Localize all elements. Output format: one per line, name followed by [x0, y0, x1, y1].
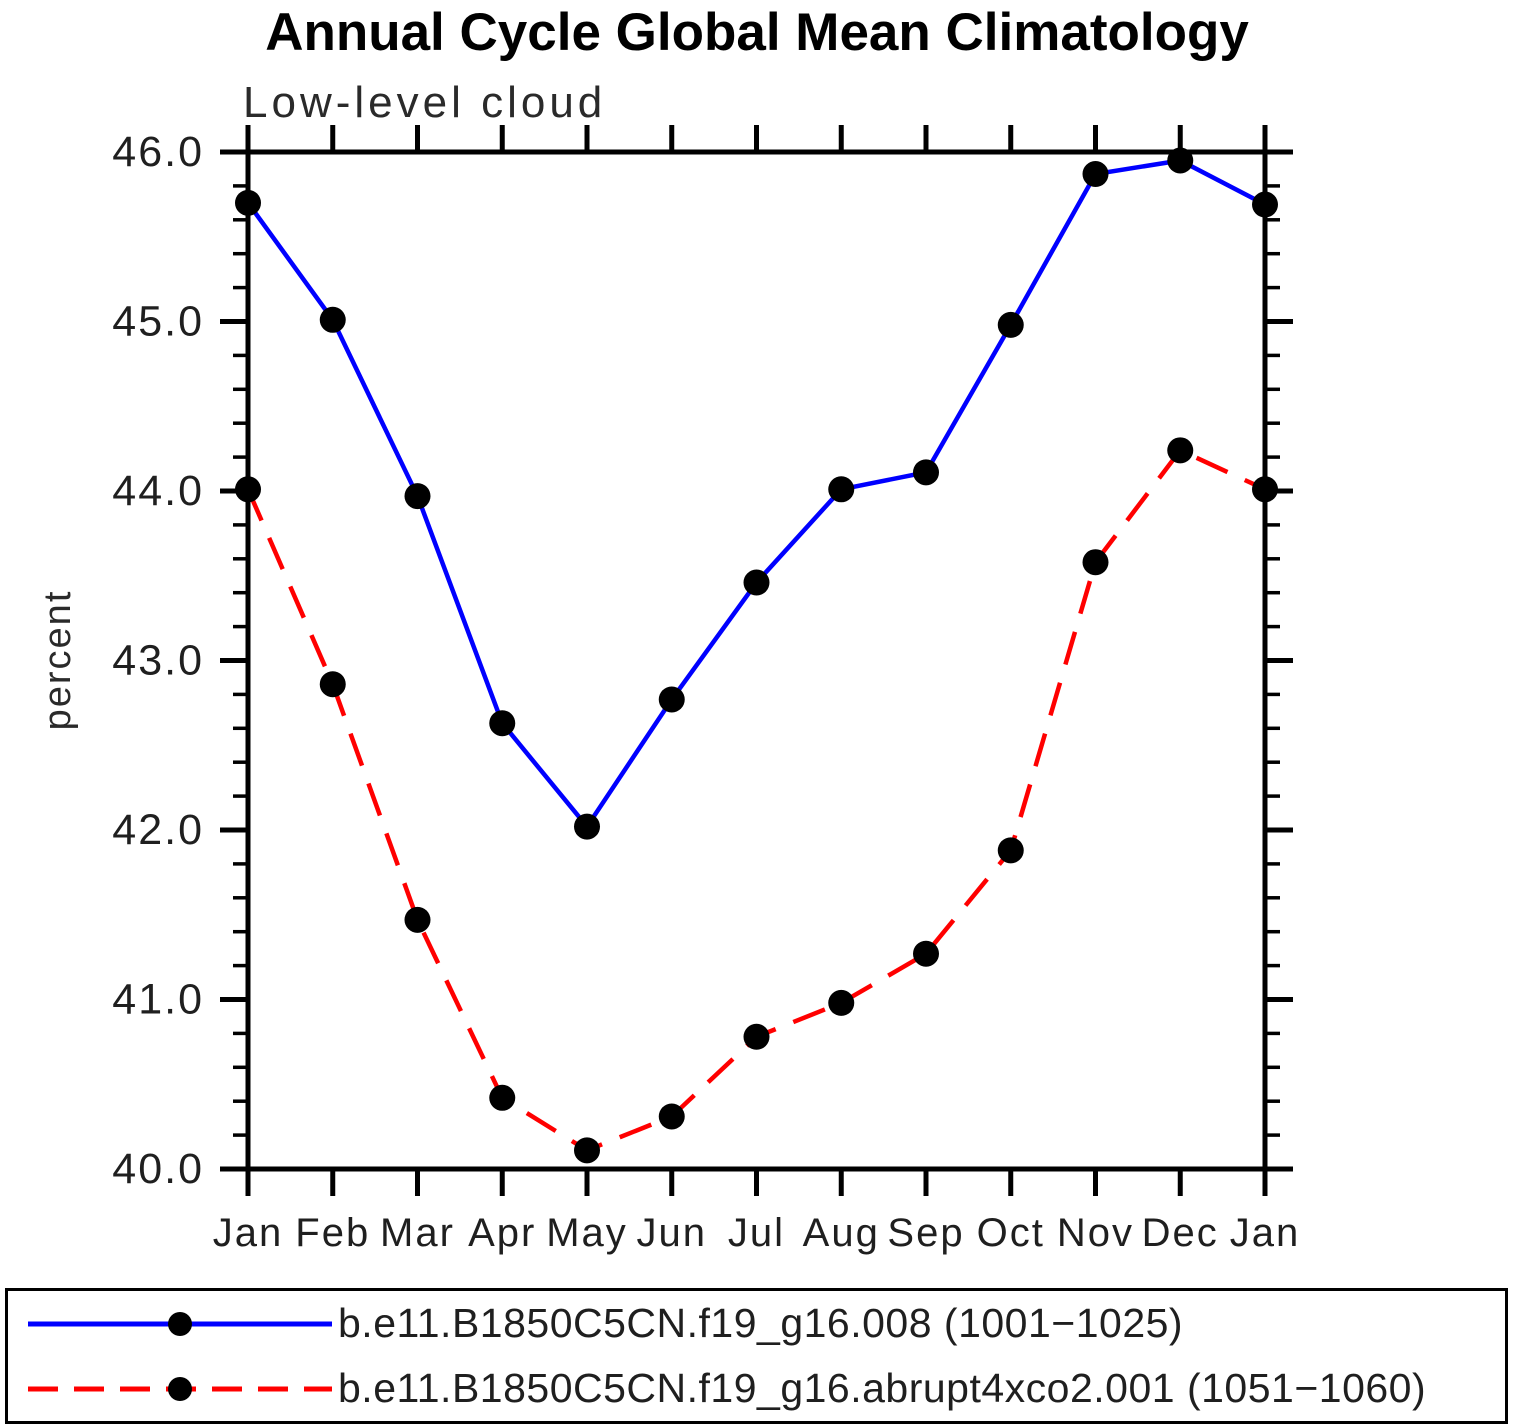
- x-tick-label: Dec: [1142, 1211, 1219, 1255]
- data-point-marker: [743, 1023, 770, 1050]
- legend-label: b.e11.B1850C5CN.f19_g16.abrupt4xco2.001 …: [338, 1365, 1427, 1411]
- data-point-marker: [828, 476, 855, 503]
- data-point-marker: [1252, 476, 1278, 503]
- data-point-marker: [1082, 549, 1109, 576]
- x-tick-label: May: [546, 1211, 628, 1255]
- x-tick-label: Jul: [728, 1211, 785, 1255]
- x-tick-label: Oct: [977, 1211, 1045, 1255]
- legend-sample-line: [28, 1311, 332, 1336]
- data-point-marker: [489, 710, 516, 737]
- x-tick-label: Jun: [637, 1211, 708, 1255]
- x-tick-label: Apr: [468, 1211, 536, 1255]
- data-point-marker: [319, 671, 346, 698]
- data-point-marker: [658, 686, 685, 713]
- data-point-marker: [574, 813, 600, 840]
- legend-marker-dot: [168, 1311, 192, 1336]
- x-tick-label: Aug: [803, 1211, 880, 1255]
- data-point-marker: [404, 483, 431, 510]
- data-point-marker: [1167, 437, 1194, 464]
- y-tick-label: 40.0: [112, 1145, 204, 1193]
- x-tick-label: Sep: [887, 1211, 964, 1255]
- legend-sample-line: [28, 1376, 332, 1401]
- chart-title: Annual Cycle Global Mean Climatology: [265, 3, 1249, 62]
- legend-item: b.e11.B1850C5CN.f19_g16.008 (1001−1025): [8, 1294, 1505, 1354]
- y-tick-label: 46.0: [112, 128, 204, 176]
- data-point-marker: [319, 306, 346, 333]
- x-tick-label: Feb: [295, 1211, 370, 1255]
- data-point-marker: [1252, 191, 1278, 218]
- data-point-marker: [1082, 161, 1109, 188]
- data-point-marker: [913, 940, 939, 967]
- data-point-marker: [235, 476, 261, 503]
- data-point-marker: [913, 459, 939, 486]
- data-point-marker: [1167, 147, 1194, 174]
- y-tick-label: 45.0: [112, 298, 204, 346]
- y-tick-label: 44.0: [112, 467, 204, 515]
- data-point-marker: [658, 1103, 685, 1130]
- y-tick-label: 43.0: [112, 637, 204, 685]
- plot-frame: [245, 149, 1268, 1172]
- legend-label: b.e11.B1850C5CN.f19_g16.008 (1001−1025): [338, 1300, 1184, 1346]
- y-tick-label: 42.0: [112, 806, 204, 854]
- x-tick-label: Mar: [380, 1211, 455, 1255]
- series-line-solid: [246, 158, 1267, 831]
- data-point-marker: [574, 1137, 600, 1164]
- legend-item: b.e11.B1850C5CN.f19_g16.abrupt4xco2.001 …: [8, 1359, 1505, 1419]
- data-point-marker: [743, 569, 770, 596]
- y-tick-label: 41.0: [112, 976, 204, 1024]
- data-point-marker: [828, 989, 855, 1016]
- data-point-marker: [997, 311, 1024, 338]
- legend-box: b.e11.B1850C5CN.f19_g16.008 (1001−1025) …: [5, 1288, 1508, 1424]
- data-point-marker: [235, 189, 261, 216]
- data-point-marker: [997, 837, 1024, 864]
- data-point-marker: [489, 1084, 516, 1111]
- legend-marker-dot: [168, 1376, 192, 1401]
- x-tick-label: Nov: [1057, 1211, 1134, 1255]
- x-tick-label: Jan: [213, 1211, 284, 1255]
- data-point-marker: [404, 906, 431, 933]
- chart-subtitle: Low-level cloud: [243, 78, 607, 127]
- x-tick-label: Jan: [1230, 1211, 1301, 1255]
